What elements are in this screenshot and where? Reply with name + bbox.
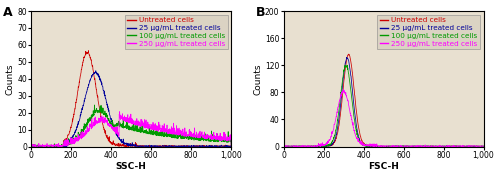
Legend: Untreated cells, 25 µg/mL treated cells, 100 µg/mL treated cells, 250 µg/mL trea: Untreated cells, 25 µg/mL treated cells,… xyxy=(124,15,228,49)
Legend: Untreated cells, 25 µg/mL treated cells, 100 µg/mL treated cells, 250 µg/mL trea: Untreated cells, 25 µg/mL treated cells,… xyxy=(377,15,480,49)
Text: A: A xyxy=(4,6,13,19)
X-axis label: SSC-H: SSC-H xyxy=(116,162,146,172)
X-axis label: FSC-H: FSC-H xyxy=(368,162,399,172)
Y-axis label: Counts: Counts xyxy=(253,63,262,95)
Y-axis label: Counts: Counts xyxy=(6,63,15,95)
Text: B: B xyxy=(256,6,265,19)
